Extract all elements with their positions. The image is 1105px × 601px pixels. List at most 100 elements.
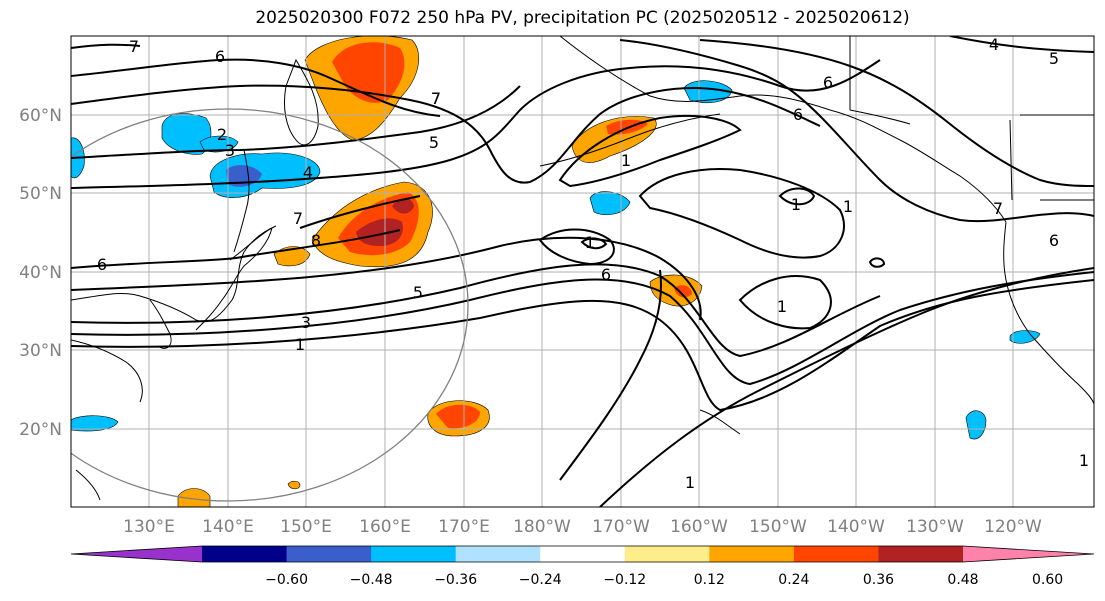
coastline-philippines xyxy=(75,469,101,501)
pv-contour xyxy=(949,36,1094,53)
contour-label: 6 xyxy=(1049,231,1059,250)
contour-label: 6 xyxy=(215,47,225,66)
pv-contour xyxy=(71,279,1094,412)
contour-label: 1 xyxy=(777,297,787,316)
contour-label: 6 xyxy=(97,255,107,274)
contour-label: 7 xyxy=(129,37,139,56)
pv-contour xyxy=(71,84,821,184)
pv-contour xyxy=(619,39,1094,223)
colorbar-swatch xyxy=(286,546,372,562)
lon-label: 170°E xyxy=(438,517,490,537)
contour-label: 3 xyxy=(301,313,311,332)
colorbar: −0.60 −0.48 −0.36 −0.24 −0.12 0.12 0.24 0.36 0.4… xyxy=(70,545,1095,588)
map-title: 2025020300 F072 250 hPa PV, precipitatio… xyxy=(255,8,910,28)
coastline-kamchatka xyxy=(283,58,319,146)
pv-contour xyxy=(299,195,421,229)
pv-contour xyxy=(699,39,1094,187)
colorbar-swatch xyxy=(624,546,710,562)
coastline-aleutians xyxy=(539,113,721,167)
contour-label: 1 xyxy=(791,195,801,214)
great-circle xyxy=(71,108,469,502)
longitude-labels: 130°E 140°E 150°E 160°E 170°E 180°W 170°… xyxy=(123,517,1042,537)
latitude-labels: 60°N 50°N 40°N 30°N 20°N xyxy=(19,106,62,440)
pv-contour xyxy=(71,263,881,358)
lon-label: 150°E xyxy=(280,517,332,537)
pv-contour xyxy=(71,236,702,321)
precip-strong-area xyxy=(436,404,480,429)
map-frame xyxy=(70,35,1095,508)
colorbar-outline xyxy=(70,545,1095,563)
colorbar-swatch xyxy=(202,546,288,562)
colorbar-swatch xyxy=(793,546,879,562)
lon-label: 130°W xyxy=(906,517,964,537)
pv-contour xyxy=(71,271,1094,386)
colorbar-tick-label: −0.24 xyxy=(519,572,562,588)
lon-label: 170°W xyxy=(592,517,650,537)
coastline-sakhalin xyxy=(233,149,250,253)
lat-label: 50°N xyxy=(19,184,62,204)
coastlines xyxy=(71,36,1094,501)
lon-label: 160°W xyxy=(670,517,728,537)
precip-positive-area xyxy=(287,480,301,490)
contour-label: 1 xyxy=(621,151,631,170)
contour-label: 1 xyxy=(295,335,305,354)
coastline-asia xyxy=(71,225,277,323)
colorbar-extension-high xyxy=(963,546,1094,562)
contour-labels: 7 6 2 3 4 6 7 5 8 7 6 5 3 1 7 1 6 1 1 1 … xyxy=(97,35,1089,492)
precip-strong-area xyxy=(674,285,692,298)
precip-positive-area xyxy=(177,488,211,507)
contour-label: 6 xyxy=(823,73,833,92)
coastline-hawaii xyxy=(699,409,741,435)
colorbar-tick-label: 0.60 xyxy=(1032,572,1063,588)
precip-very-strong-area xyxy=(392,198,414,214)
pv-contour xyxy=(868,257,886,268)
coastline-north-america xyxy=(1003,221,1094,405)
pv-contour xyxy=(71,58,441,117)
pv-contour xyxy=(559,269,662,481)
contour-label: 6 xyxy=(601,265,611,284)
contour-label: 5 xyxy=(429,133,439,152)
colorbar-tick-label: 0.48 xyxy=(947,572,978,588)
lon-label: 140°W xyxy=(827,517,885,537)
pv-contour xyxy=(558,114,742,188)
pv-contour xyxy=(71,229,401,269)
contour-label: 7 xyxy=(431,89,441,108)
contour-label: 1 xyxy=(1079,451,1089,470)
colorbar-extension-low xyxy=(71,546,202,562)
lat-label: 60°N xyxy=(19,106,62,126)
colorbar-swatch xyxy=(878,546,964,562)
colorbar-tick-label: −0.60 xyxy=(265,572,308,588)
pv-contour xyxy=(71,85,521,159)
lon-label: 130°E xyxy=(123,517,175,537)
colorbar-tick-label: −0.36 xyxy=(434,572,477,588)
contour-label: 1 xyxy=(585,233,595,252)
pv-contour xyxy=(71,43,141,49)
colorbar-tick-label: −0.48 xyxy=(350,572,393,588)
contour-label: 4 xyxy=(989,35,999,54)
precip-negative-area xyxy=(1009,330,1041,344)
colorbar-tick-label: −0.12 xyxy=(603,572,646,588)
lat-label: 30°N xyxy=(19,341,62,361)
coastline-japan xyxy=(195,226,273,331)
lon-label: 180°W xyxy=(513,517,571,537)
graticule xyxy=(71,36,1094,507)
precip-negative-area xyxy=(965,410,987,440)
pv-contour xyxy=(580,237,608,250)
lat-label: 20°N xyxy=(19,420,62,440)
contour-label: 7 xyxy=(431,89,441,108)
lon-label: 140°E xyxy=(202,517,254,537)
coastline-china xyxy=(71,339,143,403)
pv-contour xyxy=(599,267,1094,507)
colorbar-swatch xyxy=(709,546,795,562)
lon-label: 160°E xyxy=(359,517,411,537)
lat-label: 40°N xyxy=(19,263,62,283)
contour-label: 6 xyxy=(793,105,803,124)
precip-negative-area xyxy=(589,191,631,215)
pv-contour xyxy=(638,168,845,259)
pv-contour xyxy=(778,187,816,206)
boundary-canada xyxy=(849,36,1094,201)
precip-negative-area xyxy=(683,80,733,103)
contour-label: 5 xyxy=(413,283,423,302)
